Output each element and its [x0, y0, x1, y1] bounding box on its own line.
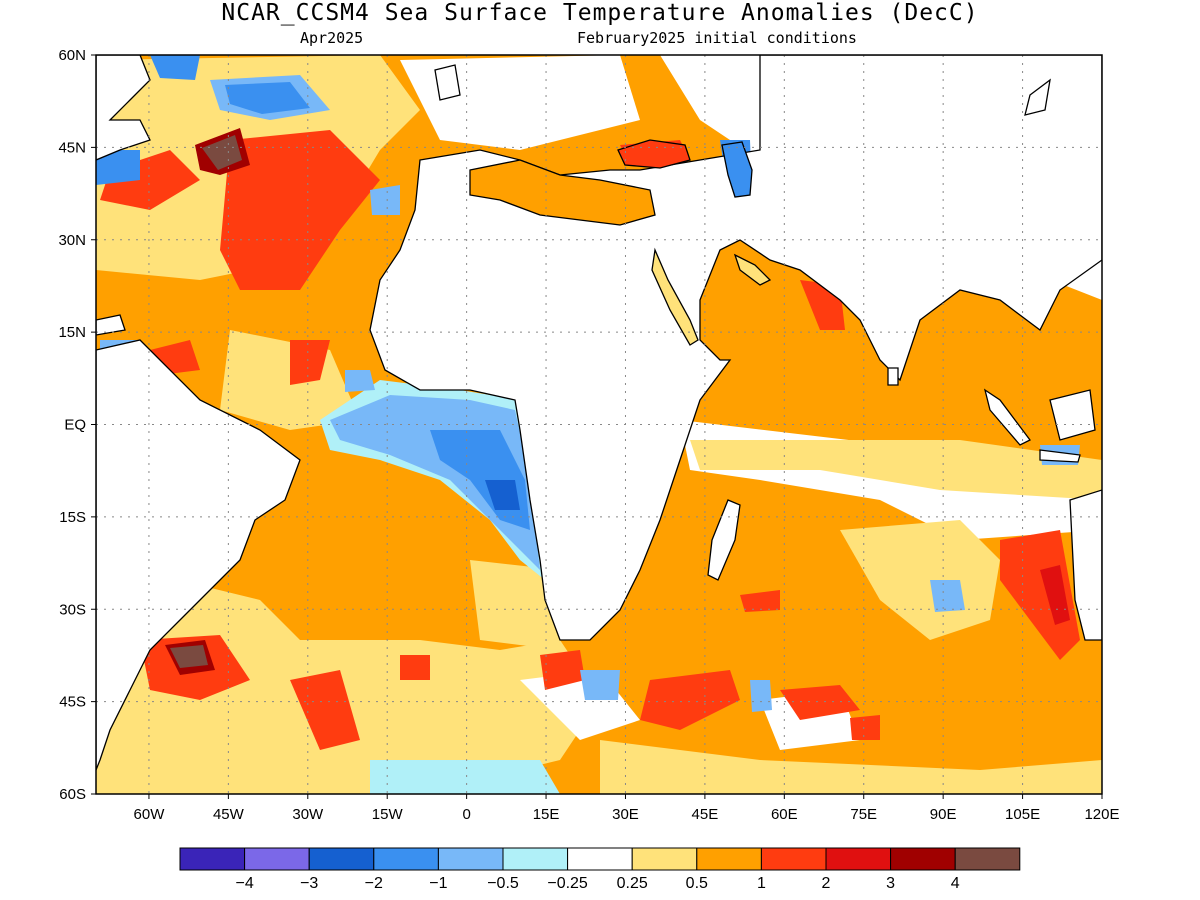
colorbar-label: 3	[886, 875, 895, 892]
map-title: NCAR_CCSM4 Sea Surface Temperature Anoma…	[221, 0, 979, 26]
sri-lanka	[887, 367, 899, 386]
sumatra	[983, 388, 1031, 446]
colorbar-label: −2	[365, 875, 383, 892]
lon-tick-label: 45W	[213, 806, 245, 823]
lat-tick-label: 60N	[58, 47, 86, 64]
borneo	[1049, 389, 1096, 441]
british-isles	[434, 64, 461, 101]
lat-tick-label: EQ	[64, 417, 86, 434]
colorbar-swatch	[825, 847, 892, 871]
lat-tick-label: 15S	[59, 509, 86, 526]
lon-tick-label: 30E	[612, 806, 639, 823]
colorbar-label: −3	[300, 875, 318, 892]
colorbar-label: −0.5	[487, 875, 519, 892]
lon-tick-label: 15W	[372, 806, 404, 823]
colorbar-swatch	[760, 847, 827, 871]
lon-tick-label: 15E	[533, 806, 560, 823]
colorbar-swatch	[373, 847, 439, 871]
lon-tick-label: 60E	[771, 806, 798, 823]
lat-tick-label: 45S	[59, 694, 86, 711]
colorbar-swatch	[244, 847, 310, 871]
colorbar-swatch	[179, 847, 246, 871]
colorbar-swatch	[437, 847, 504, 871]
extreme-warm-anomalies	[165, 128, 1070, 675]
lat-tick-label: 60S	[59, 786, 86, 803]
lat-tick-label: 30S	[59, 601, 86, 618]
lat-tick-label: 15N	[58, 324, 86, 341]
red-sea	[651, 247, 699, 346]
north-america-landmass	[96, 55, 151, 161]
colorbar-swatch	[954, 847, 1021, 871]
map-gridlines	[96, 55, 1102, 794]
latitude-axis: 60N 45N 30N 15N EQ 15S 30S 45S 60S	[58, 47, 96, 803]
australia-landmass	[1069, 489, 1102, 641]
colorbar-swatch	[308, 847, 375, 871]
map-plot-area	[96, 55, 1102, 794]
lon-tick-label: 90E	[930, 806, 957, 823]
lon-tick-label: 120E	[1084, 806, 1119, 823]
colorbar-label: −4	[235, 875, 253, 892]
strong-warm-anomalies	[100, 130, 1080, 750]
persian-gulf	[733, 253, 772, 286]
lon-tick-label: 60W	[134, 806, 166, 823]
colorbar-label: 0.25	[617, 875, 648, 892]
colorbar-label: 2	[822, 875, 831, 892]
lat-tick-label: 45N	[58, 139, 86, 156]
java	[1039, 449, 1081, 463]
colorbar-swatch	[567, 847, 633, 871]
south-america-landmass	[96, 339, 301, 771]
colorbar-label: 4	[951, 875, 960, 892]
longitude-axis: 60W 45W 30W 15W 0 15E 30E 45E 60E 75E 90E 105E 120E	[134, 794, 1120, 823]
lon-tick-label: 105E	[1005, 806, 1040, 823]
colorbar-swatch	[696, 847, 762, 871]
lon-tick-label: 75E	[850, 806, 877, 823]
colorbar-swatch	[631, 847, 698, 871]
colorbar-swatch	[890, 847, 956, 871]
colorbar: −4 −3 −2 −1 −0.5 −0.25 0.25 0.5 1 2 3 4	[179, 847, 1021, 892]
colorbar-swatch	[502, 847, 569, 871]
initial-conditions: February2025 initial conditions	[577, 29, 857, 47]
land-masses	[96, 55, 1102, 771]
colorbar-label: −0.25	[547, 875, 588, 892]
colorbar-label: 1	[757, 875, 766, 892]
colorbar-label: −1	[429, 875, 447, 892]
mediterranean-sea	[469, 159, 656, 226]
japan	[1024, 78, 1051, 116]
caspian-sea	[721, 141, 753, 198]
lon-tick-label: 30W	[292, 806, 324, 823]
colorbar-label: 0.5	[686, 875, 708, 892]
lat-tick-label: 30N	[58, 232, 86, 249]
madagascar	[707, 499, 741, 581]
lon-tick-label: 45E	[692, 806, 719, 823]
caribbean-islands	[96, 314, 126, 336]
forecast-month: Apr2025	[300, 29, 364, 47]
lon-tick-label: 0	[462, 806, 470, 823]
